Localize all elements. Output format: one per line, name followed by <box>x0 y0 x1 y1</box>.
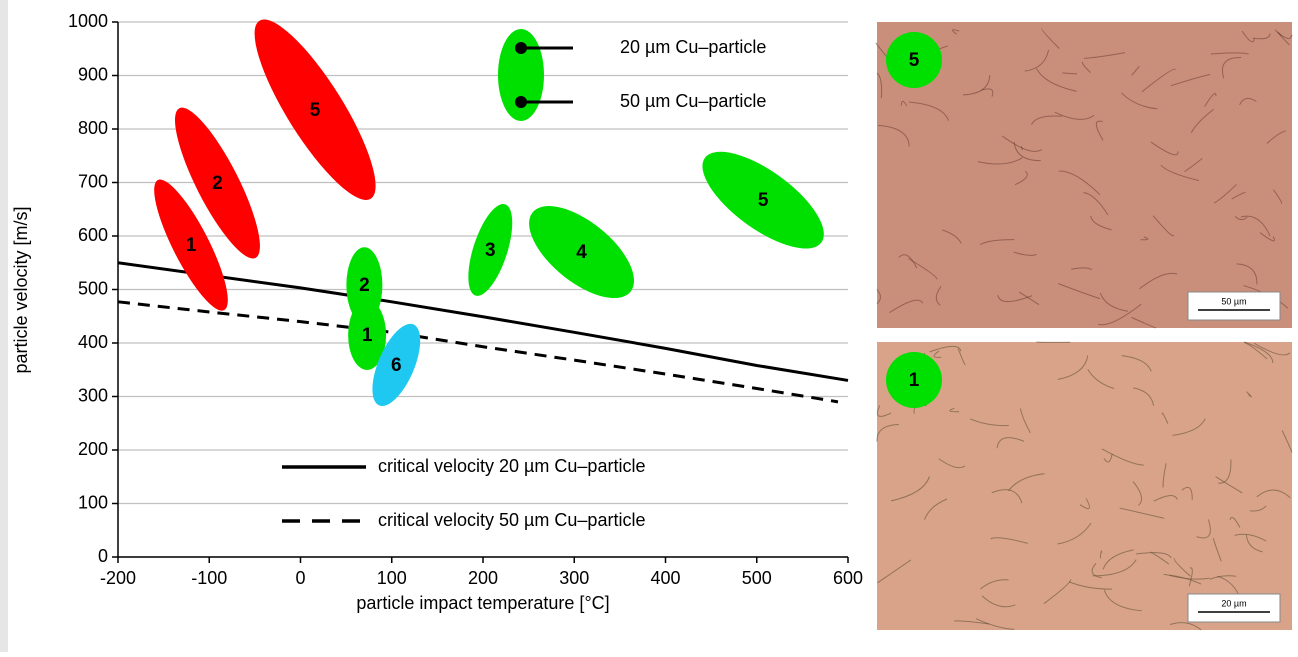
y-axis-title: particle velocity [m/s] <box>11 206 31 373</box>
micrograph: 1 20 µm <box>877 342 1292 630</box>
y-tick-label: 800 <box>78 118 108 138</box>
x-tick-label: 0 <box>295 568 305 588</box>
y-tick-label: 700 <box>78 171 108 191</box>
y-tick-label: 1000 <box>68 11 108 31</box>
legend-label: critical velocity 50 µm Cu–particle <box>378 510 645 530</box>
region-label: 1 <box>362 325 373 346</box>
y-tick-label: 0 <box>98 546 108 566</box>
x-tick-label: -200 <box>100 568 136 588</box>
region-label: 5 <box>310 100 321 121</box>
region-label: 2 <box>212 173 223 194</box>
x-tick-label: 400 <box>650 568 680 588</box>
x-tick-label: 300 <box>559 568 589 588</box>
page: particle impact temperature [°C] particl… <box>0 0 1298 657</box>
micrograph-label: 1 <box>909 370 920 391</box>
x-tick-label: 500 <box>742 568 772 588</box>
chart: particle impact temperature [°C] particl… <box>0 0 1298 652</box>
region-label: 4 <box>576 242 587 263</box>
y-tick-label: 200 <box>78 439 108 459</box>
micrograph: 5 50 µm <box>876 22 1292 328</box>
y-tick-label: 900 <box>78 64 108 84</box>
region-label: 3 <box>485 240 496 261</box>
scale-label: 50 µm <box>1221 296 1246 306</box>
legend-label: critical velocity 20 µm Cu–particle <box>378 456 645 476</box>
edge <box>0 0 8 652</box>
x-axis-title: particle impact temperature [°C] <box>356 593 609 613</box>
y-tick-label: 500 <box>78 278 108 298</box>
region-label: 6 <box>391 355 402 376</box>
y-tick-label: 300 <box>78 385 108 405</box>
scale-label: 20 µm <box>1221 598 1246 608</box>
y-tick-label: 100 <box>78 492 108 512</box>
x-tick-label: 100 <box>377 568 407 588</box>
y-tick-label: 400 <box>78 332 108 352</box>
region-label: 1 <box>186 235 197 256</box>
region-label: 5 <box>758 190 769 211</box>
x-tick-label: 200 <box>468 568 498 588</box>
y-tick-label: 600 <box>78 225 108 245</box>
x-tick-label: -100 <box>191 568 227 588</box>
legend-label: 20 µm Cu–particle <box>620 37 766 57</box>
legend-label: 50 µm Cu–particle <box>620 91 766 111</box>
region-label: 2 <box>359 275 370 296</box>
micrograph-label: 5 <box>909 50 920 71</box>
x-tick-label: 600 <box>833 568 863 588</box>
